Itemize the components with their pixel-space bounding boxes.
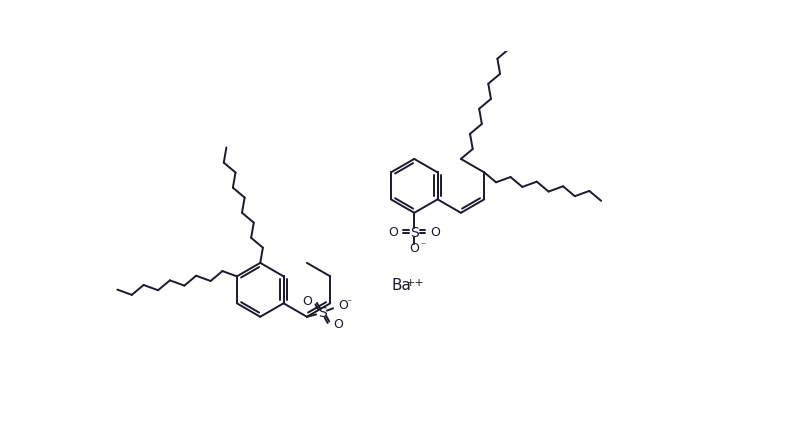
Text: O: O xyxy=(388,226,398,239)
Text: O: O xyxy=(409,242,419,255)
Text: O: O xyxy=(338,299,348,312)
Text: O: O xyxy=(430,226,439,239)
Text: O: O xyxy=(332,318,342,331)
Text: ++: ++ xyxy=(405,278,424,288)
Text: O: O xyxy=(302,295,311,308)
Text: S: S xyxy=(409,226,418,240)
Text: S: S xyxy=(318,306,326,320)
Text: Ba: Ba xyxy=(391,279,411,294)
Text: ⁻: ⁻ xyxy=(420,241,425,251)
Text: ⁻: ⁻ xyxy=(346,298,350,308)
